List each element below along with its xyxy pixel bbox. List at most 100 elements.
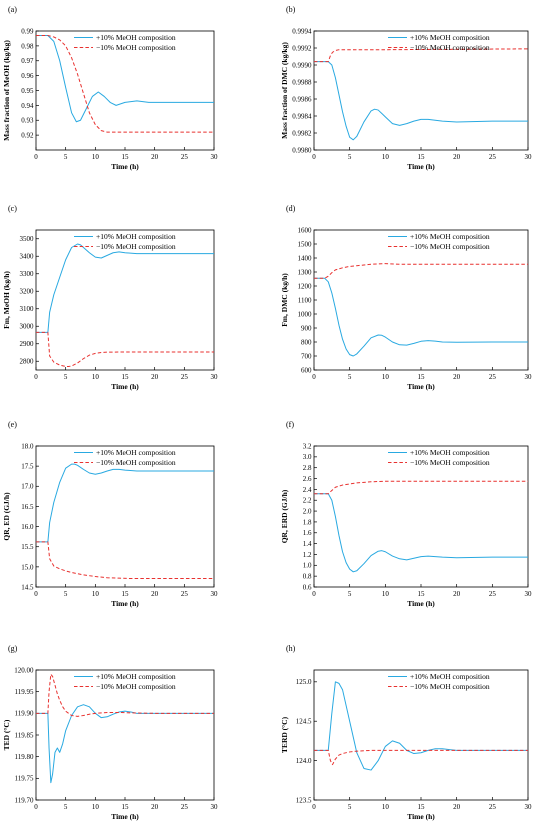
x-tick-label: 10	[92, 153, 100, 161]
y-tick-label: 700	[301, 352, 312, 360]
y-tick-label: 0.9990	[292, 61, 312, 69]
x-tick-label: 0	[312, 590, 316, 598]
x-tick-label: 0	[34, 803, 38, 811]
y-tick-label: 124.5	[296, 718, 312, 726]
y-tick-label: 17.0	[21, 483, 34, 491]
x-axis-title: Time (h)	[407, 382, 435, 391]
x-tick-label: 10	[382, 153, 390, 161]
x-tick-label: 5	[348, 803, 352, 811]
y-tick-label: 119.75	[15, 775, 34, 783]
legend-entry-minus10: −10% MeOH composition	[96, 458, 176, 467]
y-tick-label: 15.0	[21, 563, 34, 571]
x-tick-label: 0	[312, 153, 316, 161]
y-tick-label: 2800	[20, 358, 35, 366]
panel-label: (d)	[286, 204, 296, 213]
chart-panel-5: 0 5 10 15 20 25 30 14.5 15.0 15.5 16.0 16.5 17.0 17.5…	[2, 420, 218, 608]
y-tick-label: 3200	[20, 288, 35, 296]
panel-label: (b)	[286, 5, 296, 14]
panel-label: (f)	[286, 420, 294, 429]
plot-frame	[35, 445, 215, 588]
x-tick-label: 10	[92, 590, 100, 598]
y-tick-label: 0.97	[21, 57, 34, 65]
panel-label: (c)	[8, 204, 17, 213]
y-tick-label: 900	[301, 324, 312, 332]
y-tick-label: 1.8	[303, 518, 312, 526]
y-tick-label: 123.5	[296, 796, 312, 804]
x-tick-label: 20	[453, 803, 461, 811]
x-tick-label: 30	[211, 373, 219, 381]
x-tick-label: 5	[64, 803, 68, 811]
chart-panel-3: 0 5 10 15 20 25 30 2800 2900 3000 3100 3200 3300 3400…	[2, 204, 218, 391]
series-line-minus10	[36, 34, 214, 133]
y-tick-label: 1500	[298, 240, 313, 248]
y-tick-label: 0.9980	[292, 146, 312, 154]
x-tick-label: 0	[34, 590, 38, 598]
x-tick-label: 5	[348, 153, 352, 161]
y-tick-label: 119.70	[15, 796, 34, 804]
y-tick-label: 120.00	[14, 666, 34, 674]
panel-label: (a)	[8, 5, 17, 14]
legend-entry-minus10: −10% MeOH composition	[410, 458, 490, 467]
x-tick-label: 15	[418, 373, 426, 381]
x-tick-label: 30	[525, 373, 533, 381]
legend-entry-plus10: +10% MeOH composition	[96, 672, 176, 681]
x-axis-title: Time (h)	[111, 599, 139, 608]
x-axis-title: Time (h)	[111, 812, 139, 821]
x-tick-label: 20	[151, 153, 159, 161]
y-tick-label: 3.2	[303, 442, 312, 450]
legend-entry-plus10: +10% MeOH composition	[410, 672, 490, 681]
x-tick-label: 5	[64, 373, 68, 381]
x-tick-label: 10	[92, 373, 100, 381]
y-tick-label: 0.99	[21, 27, 34, 35]
y-tick-label: 16.5	[21, 503, 34, 511]
y-tick-label: 0.9986	[292, 95, 312, 103]
y-tick-label: 119.90	[15, 710, 34, 718]
x-axis-title: Time (h)	[407, 162, 435, 171]
y-tick-label: 1.0	[303, 562, 312, 570]
series-line-plus10	[314, 681, 528, 771]
x-tick-label: 30	[211, 590, 219, 598]
chart-panel-1: 0 5 10 15 20 25 30 0.92 0.93 0.94 0.95 0.96 0.97 0.98…	[2, 5, 218, 171]
y-axis-title: Fm, DMC (kg/h)	[280, 273, 289, 327]
series-line-plus10	[314, 493, 528, 573]
x-tick-label: 25	[181, 153, 189, 161]
legend-entry-minus10: −10% MeOH composition	[96, 682, 176, 691]
y-axis-title: Mass fraction of MeOH (kg/kg)	[2, 40, 11, 141]
legend-entry-plus10: +10% MeOH composition	[410, 33, 490, 42]
x-axis-title: Time (h)	[407, 812, 435, 821]
y-axis-title: QR, ERD (GJ/h)	[280, 489, 289, 543]
legend-entry-plus10: +10% MeOH composition	[96, 33, 176, 42]
series-line-minus10	[36, 673, 214, 717]
y-tick-label: 3300	[20, 270, 35, 278]
x-tick-label: 30	[211, 803, 219, 811]
x-tick-label: 15	[122, 803, 130, 811]
legend-entry-plus10: +10% MeOH composition	[96, 448, 176, 457]
series-line-minus10	[314, 48, 528, 63]
y-tick-label: 0.6	[303, 583, 312, 591]
x-axis-title: Time (h)	[111, 162, 139, 171]
y-tick-label: 0.8	[303, 573, 312, 581]
y-tick-label: 1200	[298, 282, 313, 290]
chart-panel-7: 0 5 10 15 20 25 30 119.70 119.75 119.80 119.85 119.…	[2, 644, 218, 821]
y-tick-label: 125.0	[296, 678, 312, 686]
y-tick-label: 1000	[298, 310, 313, 318]
x-tick-label: 15	[418, 803, 426, 811]
y-tick-label: 2.6	[303, 475, 312, 483]
x-tick-label: 25	[489, 373, 497, 381]
y-tick-label: 1.4	[303, 540, 312, 548]
series-line-plus10	[314, 277, 528, 357]
x-tick-label: 10	[382, 590, 390, 598]
legend-entry-plus10: +10% MeOH composition	[410, 448, 490, 457]
x-tick-label: 20	[453, 590, 461, 598]
y-tick-label: 0.9982	[292, 129, 312, 137]
y-axis-title: QR, ED (GJ/h)	[2, 492, 11, 541]
y-axis-title: TED (°C)	[2, 719, 11, 750]
x-tick-label: 30	[211, 153, 219, 161]
y-tick-label: 119.95	[15, 688, 34, 696]
x-tick-label: 0	[34, 373, 38, 381]
x-tick-label: 30	[525, 153, 533, 161]
x-axis-title: Time (h)	[111, 382, 139, 391]
y-tick-label: 3100	[20, 305, 35, 313]
chart-panel-4: 0 5 10 15 20 25 30 600 700 800 900 1000 1100 1200 1300…	[280, 204, 532, 391]
